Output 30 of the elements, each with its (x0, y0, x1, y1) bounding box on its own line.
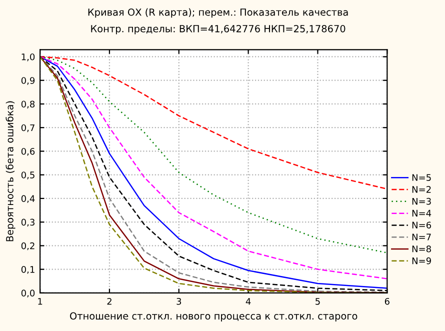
legend-label: N=3 (412, 198, 431, 205)
x-tick-label: 5 (316, 298, 320, 305)
y-tick-label: 0,6 (21, 148, 35, 156)
y-axis-title: Вероятность (бета ошибка) (6, 101, 16, 242)
x-tick-label: 6 (384, 298, 390, 305)
legend-label: N=2 (412, 186, 431, 193)
x-tick-label: 3 (176, 298, 182, 305)
y-tick-label: 0,7 (21, 124, 34, 132)
y-tick-label: 0,0 (21, 290, 35, 298)
line-series (40, 56, 388, 190)
y-tick-label: 0,9 (21, 77, 35, 85)
y-tick-label: 1,0 (22, 53, 35, 62)
legend-label: N=8 (412, 245, 431, 252)
y-tick-label: 0,2 (21, 242, 34, 250)
legend-label: N=4 (412, 210, 432, 216)
x-tick-label: 2 (107, 298, 112, 305)
chart-subtitle: Контр. пределы: ВКП=41,642776 НКП=25,178670 (91, 24, 346, 34)
x-tick-label: 4 (246, 298, 251, 305)
y-tick-label: 0,8 (21, 100, 35, 108)
y-tick-label: 0,1 (21, 266, 34, 274)
y-tick-label: 0,3 (21, 218, 34, 227)
legend-label: N=5 (412, 174, 431, 181)
legend-label: N=7 (412, 234, 431, 240)
legend-label: N=9 (412, 257, 431, 264)
x-tick-label: 1 (38, 298, 42, 305)
y-tick-label: 0,5 (21, 172, 34, 180)
y-tick-label: 0,4 (21, 195, 35, 203)
legend-label: N=6 (412, 222, 432, 229)
chart-title: Кривая ОХ (R карта); перем.: Показатель качества (88, 8, 348, 18)
x-axis-title: Отношение ст.откл. нового процесса к ст.откл. старого (70, 312, 358, 322)
